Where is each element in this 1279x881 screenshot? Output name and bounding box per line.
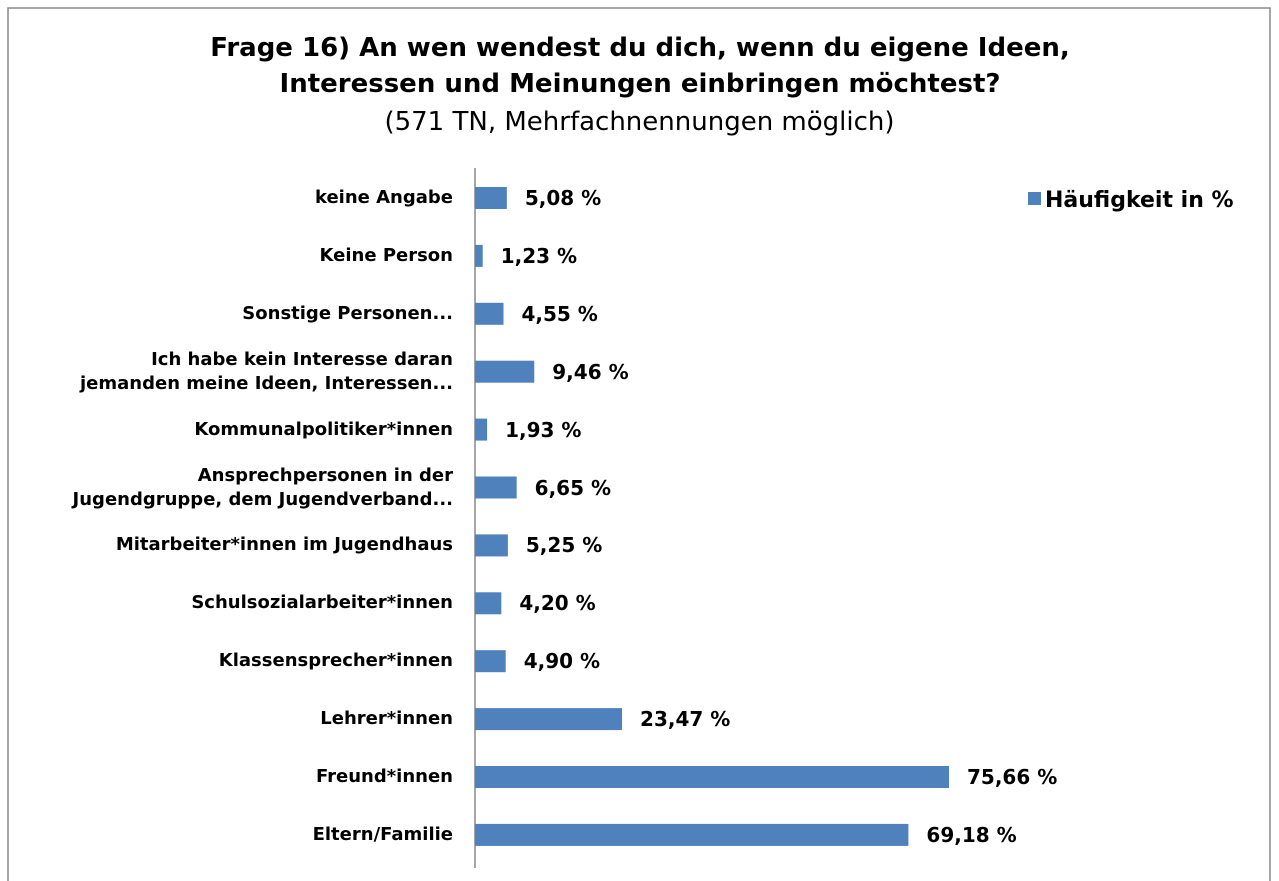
category-label: Lehrer*innen — [320, 708, 453, 730]
legend-swatch — [1028, 192, 1041, 205]
bar — [475, 534, 508, 557]
bar — [475, 766, 950, 788]
chart-border — [7, 7, 1271, 881]
category-label: Sonstige Personen... — [242, 302, 453, 324]
bar — [475, 187, 507, 209]
data-label: 69,18 % — [926, 822, 1017, 847]
data-label: 9,46 % — [552, 359, 629, 384]
category-label: Mitarbeiter*innen im Jugendhaus — [115, 534, 453, 556]
data-label: 1,23 % — [500, 243, 578, 268]
category-label: Freund*innen — [316, 766, 453, 787]
data-label: 1,93 % — [505, 417, 582, 442]
bar — [475, 360, 535, 383]
data-label: 5,25 % — [525, 533, 603, 558]
legend-label: Häufigkeit in % — [1045, 188, 1234, 213]
category-label: Ansprechpersonen in der Jugendgruppe, de… — [72, 464, 453, 510]
category-label: Ich habe kein Interesse daran jemanden m… — [80, 348, 453, 394]
bar — [475, 823, 909, 846]
bar — [475, 592, 502, 615]
data-label: 4,90 % — [523, 649, 601, 674]
chart-title: Frage 16) An wen wendest du dich, wenn d… — [210, 33, 1070, 99]
data-label: 4,55 % — [521, 301, 598, 326]
category-label: Klassensprecher*innen — [218, 650, 453, 672]
data-label: 5,08 % — [524, 186, 602, 210]
category-label: keine Angabe — [314, 187, 453, 208]
category-label: Kommunalpolitiker*innen — [194, 418, 453, 440]
category-label: Keine Person — [319, 244, 453, 266]
chart-subtitle: (571 TN, Mehrfachnennungen möglich) — [384, 107, 895, 137]
bar — [475, 476, 517, 499]
data-label: 4,20 % — [519, 591, 596, 616]
category-label: Eltern/Familie — [312, 823, 453, 845]
category-label: Schulsozialarbeiter*innen — [191, 592, 453, 614]
bar — [475, 302, 504, 325]
bar — [475, 650, 506, 673]
bar — [475, 244, 483, 267]
data-label: 75,66 % — [967, 765, 1058, 789]
bar — [475, 418, 488, 441]
data-label: 6,65 % — [534, 475, 612, 500]
bar — [475, 708, 623, 731]
data-label: 23,47 % — [640, 707, 731, 732]
